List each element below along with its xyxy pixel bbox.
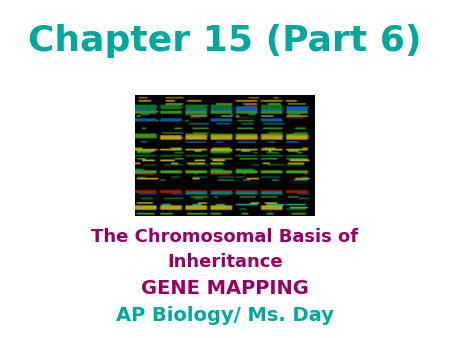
Text: The Chromosomal Basis of: The Chromosomal Basis of	[91, 227, 359, 246]
Text: Chapter 15 (Part 6): Chapter 15 (Part 6)	[28, 24, 422, 57]
Text: Inheritance: Inheritance	[167, 253, 283, 271]
Text: GENE MAPPING: GENE MAPPING	[141, 280, 309, 298]
Text: AP Biology/ Ms. Day: AP Biology/ Ms. Day	[116, 306, 334, 324]
